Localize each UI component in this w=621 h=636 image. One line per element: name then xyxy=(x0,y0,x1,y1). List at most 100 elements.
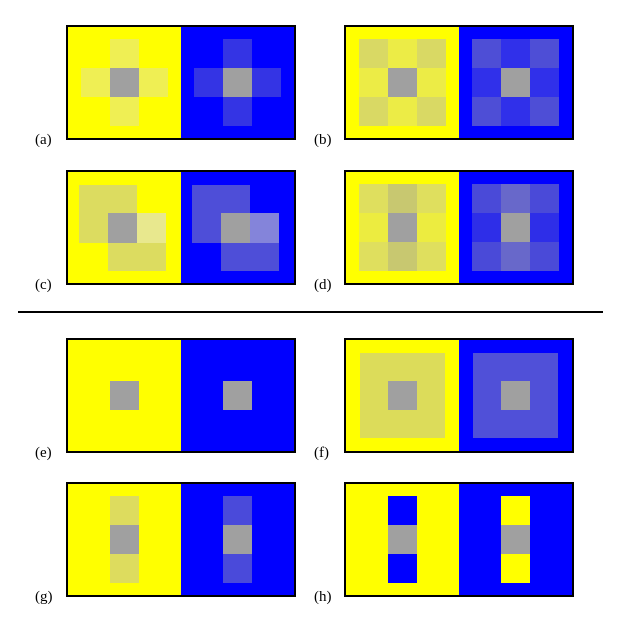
panel-f xyxy=(344,338,574,453)
gray-test-patch xyxy=(108,213,137,243)
inducer-corner-br xyxy=(530,242,559,271)
inducer-arm-left xyxy=(194,68,223,97)
panel-c-blue-field xyxy=(181,172,294,283)
gray-test-patch xyxy=(223,381,252,410)
overlap-light-strip xyxy=(137,213,166,243)
inducer-corner-bl xyxy=(472,242,501,271)
panel-label-h: (h) xyxy=(314,589,332,605)
panel-e xyxy=(66,338,296,453)
inducer-edge-top xyxy=(388,184,417,213)
panel-label-f: (f) xyxy=(314,445,329,461)
gray-test-patch xyxy=(223,68,252,97)
inducer-edge-left xyxy=(472,68,501,97)
panel-label-a: (a) xyxy=(35,132,52,148)
panel-c-yellow-field xyxy=(68,172,181,283)
inducer-strip-bottom xyxy=(110,554,139,583)
inducer-corner-tr xyxy=(417,184,446,213)
inducer-corner-bl xyxy=(359,242,388,271)
inducer-arm-right xyxy=(252,68,281,97)
inducer-edge-left xyxy=(359,68,388,97)
panel-label-d: (d) xyxy=(314,277,332,293)
panel-b-yellow-field xyxy=(346,27,459,138)
inducer-arm-top xyxy=(223,39,252,68)
gray-test-patch xyxy=(110,68,139,97)
inducer-edge-right xyxy=(417,68,446,97)
inducer-strip-top xyxy=(388,496,417,525)
panel-label-g: (g) xyxy=(35,589,53,605)
inducer-edge-bottom xyxy=(501,242,530,271)
gray-test-patch xyxy=(110,381,139,410)
gray-test-patch xyxy=(110,525,139,554)
inducer-corner-tl xyxy=(472,184,501,213)
panel-e-yellow-field xyxy=(68,340,181,451)
gray-test-patch xyxy=(223,525,252,554)
panel-g-yellow-field xyxy=(68,484,181,595)
inducer-corner-br xyxy=(417,97,446,126)
inducer-edge-right xyxy=(417,213,446,242)
gray-test-patch xyxy=(388,381,417,410)
inducer-corner-bl xyxy=(359,97,388,126)
inducer-strip-bottom xyxy=(501,554,530,583)
panel-c xyxy=(66,170,296,285)
overlap-light-strip xyxy=(250,213,279,243)
panel-a-blue-field xyxy=(181,27,294,138)
panel-b-blue-field xyxy=(459,27,572,138)
inducer-corner-br xyxy=(530,97,559,126)
inducer-strip-bottom xyxy=(223,554,252,583)
panel-d xyxy=(344,170,574,285)
inducer-strip-bottom xyxy=(388,554,417,583)
panel-f-blue-field xyxy=(459,340,572,451)
panel-g-blue-field xyxy=(181,484,294,595)
panel-h-yellow-field xyxy=(346,484,459,595)
inducer-edge-bottom xyxy=(388,97,417,126)
gray-test-patch xyxy=(501,68,530,97)
panel-d-yellow-field xyxy=(346,172,459,283)
gray-test-patch xyxy=(221,213,250,243)
inducer-corner-tr xyxy=(530,39,559,68)
inducer-edge-bottom xyxy=(388,242,417,271)
inducer-corner-tl xyxy=(359,184,388,213)
panel-h xyxy=(344,482,574,597)
separator-line xyxy=(18,311,603,313)
inducer-edge-top xyxy=(388,39,417,68)
inducer-edge-top xyxy=(501,184,530,213)
inducer-arm-left xyxy=(81,68,110,97)
inducer-edge-left xyxy=(359,213,388,242)
inducer-corner-tr xyxy=(417,39,446,68)
inducer-edge-bottom xyxy=(501,97,530,126)
gray-test-patch xyxy=(501,525,530,554)
panel-d-blue-field xyxy=(459,172,572,283)
inducer-strip-top xyxy=(110,496,139,525)
panel-b xyxy=(344,25,574,140)
gray-test-patch xyxy=(388,525,417,554)
panel-label-b: (b) xyxy=(314,132,332,148)
panel-f-yellow-field xyxy=(346,340,459,451)
gray-test-patch xyxy=(501,381,530,410)
inducer-corner-br xyxy=(417,242,446,271)
panel-a xyxy=(66,25,296,140)
panel-g xyxy=(66,482,296,597)
inducer-edge-top xyxy=(501,39,530,68)
inducer-corner-tr xyxy=(530,184,559,213)
inducer-strip-top xyxy=(501,496,530,525)
panel-h-blue-field xyxy=(459,484,572,595)
inducer-edge-left xyxy=(472,213,501,242)
inducer-edge-right xyxy=(530,213,559,242)
panel-label-e: (e) xyxy=(35,445,52,461)
panel-a-yellow-field xyxy=(68,27,181,138)
inducer-arm-bottom xyxy=(223,97,252,126)
panel-e-blue-field xyxy=(181,340,294,451)
inducer-edge-right xyxy=(530,68,559,97)
inducer-arm-right xyxy=(139,68,168,97)
inducer-corner-bl xyxy=(472,97,501,126)
gray-test-patch xyxy=(501,213,530,242)
inducer-strip-top xyxy=(223,496,252,525)
gray-test-patch xyxy=(388,68,417,97)
inducer-arm-top xyxy=(110,39,139,68)
inducer-corner-tl xyxy=(359,39,388,68)
inducer-corner-tl xyxy=(472,39,501,68)
inducer-arm-bottom xyxy=(110,97,139,126)
panel-label-c: (c) xyxy=(35,277,52,293)
gray-test-patch xyxy=(388,213,417,242)
